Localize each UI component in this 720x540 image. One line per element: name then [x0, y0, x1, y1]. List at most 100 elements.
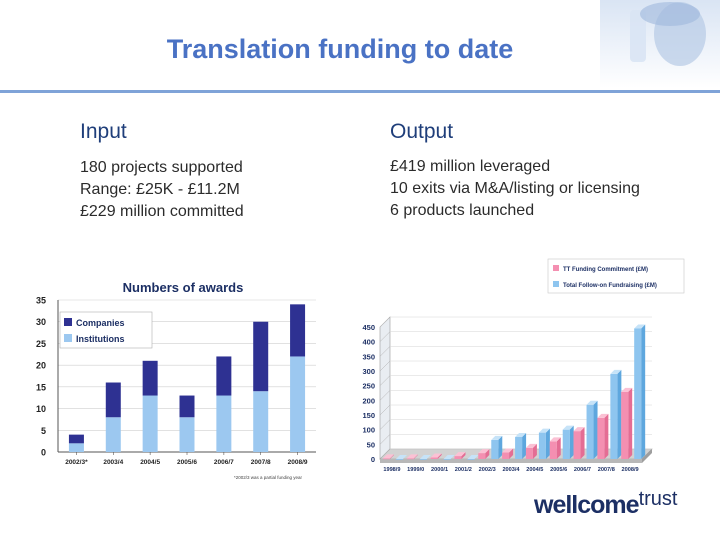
bar-companies	[290, 304, 306, 357]
x-tick-label: 2003/4	[103, 459, 123, 466]
bar-fundraising	[610, 369, 622, 459]
bar-commitment-front	[549, 441, 557, 459]
bar-fundraising	[586, 400, 598, 459]
awards-chart-y-axis: 0 5 10 15 20 25 30 35	[36, 296, 46, 458]
y-tick-label: 0	[41, 448, 46, 458]
bar-fundraising-top	[396, 455, 407, 459]
awards-chart-bars	[68, 304, 306, 452]
x-tick-label: 2008/9	[288, 459, 308, 466]
bar-commitment-side	[509, 448, 514, 459]
bar-institutions	[179, 417, 195, 452]
bar-fundraising	[443, 455, 455, 460]
bar-fundraising	[419, 455, 431, 460]
input-line: £229 million committed	[80, 203, 244, 220]
gridline-side	[379, 404, 391, 416]
bar-commitment	[383, 454, 394, 460]
bar-fundraising-front	[634, 328, 642, 459]
bar-commitment-top	[478, 449, 490, 454]
gridline-side	[379, 434, 391, 445]
y-tick-label: 30	[36, 317, 46, 327]
y-tick-label: 250	[362, 382, 375, 391]
bar-commitment-top	[383, 454, 394, 459]
bar-fundraising-side	[617, 369, 622, 459]
bar-institutions	[105, 417, 121, 452]
bar-fundraising	[562, 425, 574, 459]
bar-fundraising-front	[467, 459, 475, 460]
bar-companies	[142, 360, 158, 396]
bar-fundraising-front	[610, 373, 618, 459]
logo-suffix: trust	[638, 488, 678, 510]
y-tick-label: 100	[362, 426, 375, 435]
gridline-side	[379, 419, 391, 430]
bar-fundraising-front	[443, 459, 451, 460]
bar-commitment	[502, 448, 514, 459]
legend-label-institutions: Institutions	[76, 334, 125, 344]
bar-commitment-side	[532, 443, 537, 459]
wellcome-trust-logo: wellcometrust	[534, 488, 677, 520]
awards-chart: Numbers of awards 0 5 10 15 20 25 30 35 2002/3*…	[36, 280, 316, 480]
bar-institutions	[142, 395, 158, 452]
bar-companies	[216, 356, 232, 396]
bar-fundraising-top	[538, 428, 550, 433]
bar-commitment	[597, 413, 609, 459]
x-tick-label: 2004/5	[140, 459, 160, 466]
bar-fundraising	[396, 455, 407, 460]
bar-commitment-top	[454, 452, 466, 457]
bar-fundraising-front	[419, 459, 427, 460]
bar-commitment-top	[621, 387, 633, 392]
bar-fundraising-side	[641, 324, 646, 459]
x-tick-label: 2008/9	[622, 467, 639, 473]
gridline-side	[379, 448, 391, 460]
floor-front	[380, 459, 642, 463]
legend-box	[59, 311, 153, 349]
legend-label-companies: Companies	[76, 318, 125, 328]
bar-commitment-front	[525, 447, 533, 459]
logo-word: wellcome	[534, 491, 640, 519]
legend-label-commitment: TT Funding Commitment (£M)	[563, 267, 648, 273]
legend-box	[547, 258, 685, 294]
funding-chart: TT Funding Commitment (£M) Total Follow-…	[362, 258, 685, 473]
y-tick-label: 5	[41, 426, 46, 436]
bar-fundraising-front	[396, 459, 403, 460]
output-line: 6 products launched	[390, 202, 535, 219]
bar-fundraising-side	[593, 400, 598, 459]
y-tick-label: 300	[362, 367, 375, 376]
bar-fundraising-side	[545, 428, 550, 459]
legend-swatch-institutions	[64, 334, 72, 342]
bar-commitment-side	[461, 452, 466, 459]
bar-commitment-front	[621, 391, 629, 459]
y-tick-label: 10	[36, 404, 46, 414]
bar-companies	[68, 434, 84, 444]
bar-commitment-front	[406, 458, 414, 460]
bar-commitment-top	[525, 443, 537, 448]
bar-commitment-front	[430, 457, 438, 459]
gridline-side	[379, 316, 391, 328]
funding-chart-bars	[383, 324, 646, 460]
bar-commitment-top	[430, 453, 442, 458]
bar-commitment	[478, 449, 490, 459]
bar-companies	[179, 395, 195, 418]
bar-commitment-side	[437, 453, 442, 459]
bar-commitment	[573, 427, 585, 459]
bar-fundraising-top	[443, 455, 455, 459]
gridline-side	[379, 331, 391, 342]
bar-commitment-top	[502, 448, 514, 453]
bar-commitment-front	[597, 417, 605, 459]
bar-fundraising-top	[515, 433, 527, 437]
bar-commitment-side	[604, 413, 609, 459]
y-tick-label: 400	[362, 338, 375, 347]
bar-commitment	[430, 453, 442, 459]
bar-institutions	[253, 391, 269, 452]
x-tick-label: 2006/7	[214, 459, 234, 466]
bar-fundraising-side	[498, 435, 503, 459]
gridline-side	[379, 360, 391, 372]
bar-fundraising-top	[467, 455, 479, 459]
awards-chart-title: Numbers of awards	[123, 280, 244, 295]
y-tick-label: 15	[36, 382, 46, 392]
bar-commitment-top	[549, 437, 561, 442]
funding-chart-legend: TT Funding Commitment (£M) Total Follow-…	[547, 258, 685, 294]
legend-label-fundraising: Total Follow-on Fundraising (£M)	[563, 283, 657, 289]
bar-fundraising-top	[610, 369, 622, 374]
y-tick-label: 20	[36, 361, 46, 371]
